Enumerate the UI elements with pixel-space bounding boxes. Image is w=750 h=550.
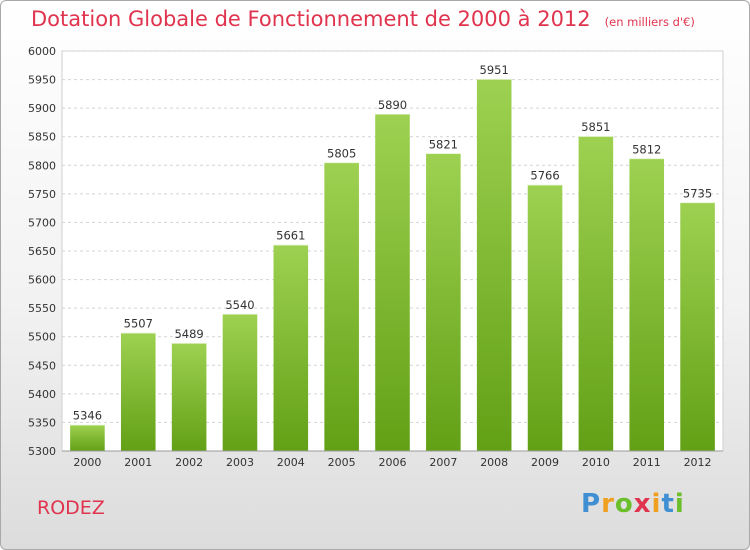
y-tick-label: 5300 bbox=[28, 445, 56, 458]
y-tick-label: 5800 bbox=[28, 159, 56, 172]
x-tick-label: 2007 bbox=[429, 456, 457, 469]
data-label: 5890 bbox=[378, 98, 407, 112]
data-label: 5735 bbox=[683, 186, 712, 200]
proxiti-logo[interactable]: Proxiti bbox=[581, 489, 685, 519]
bar[interactable] bbox=[527, 184, 563, 451]
chart-title: Dotation Globale de Fonctionnement de 20… bbox=[31, 7, 591, 31]
y-tick-label: 5400 bbox=[28, 388, 56, 401]
x-tick-label: 2009 bbox=[531, 456, 559, 469]
y-tick-label: 5650 bbox=[28, 245, 56, 258]
x-tick-label: 2011 bbox=[633, 456, 661, 469]
x-tick-label: 2010 bbox=[582, 456, 610, 469]
y-tick-label: 5750 bbox=[28, 188, 56, 201]
y-tick-label: 5600 bbox=[28, 274, 56, 287]
data-label: 5812 bbox=[632, 142, 661, 156]
bar[interactable] bbox=[273, 244, 309, 451]
data-label: 5346 bbox=[73, 409, 102, 423]
y-tick-label: 5500 bbox=[28, 331, 56, 344]
chart-subtitle: (en milliers d'€) bbox=[604, 15, 695, 29]
data-label: 5851 bbox=[581, 120, 610, 134]
x-tick-label: 2003 bbox=[226, 456, 254, 469]
bar[interactable] bbox=[70, 424, 105, 451]
data-label: 5540 bbox=[225, 298, 254, 312]
bar[interactable] bbox=[426, 153, 461, 452]
data-label: 5489 bbox=[174, 327, 203, 341]
bar[interactable] bbox=[222, 313, 258, 451]
bar[interactable] bbox=[629, 158, 665, 451]
bar[interactable] bbox=[120, 332, 156, 451]
data-label: 5951 bbox=[480, 63, 509, 77]
city-name: RODEZ bbox=[37, 497, 105, 519]
y-tick-label: 5850 bbox=[28, 131, 56, 144]
data-label: 5805 bbox=[327, 146, 356, 160]
data-label: 5821 bbox=[429, 137, 458, 151]
y-tick-label: 5550 bbox=[28, 302, 56, 315]
y-tick-label: 6000 bbox=[28, 45, 56, 58]
data-label: 5661 bbox=[276, 229, 305, 243]
x-tick-label: 2001 bbox=[124, 456, 152, 469]
chart-header: Dotation Globale de Fonctionnement de 20… bbox=[31, 7, 695, 31]
x-tick-label: 2002 bbox=[175, 456, 203, 469]
bar[interactable] bbox=[476, 79, 512, 451]
bar[interactable] bbox=[680, 202, 715, 451]
y-tick-label: 5950 bbox=[28, 74, 56, 87]
bar[interactable] bbox=[578, 136, 614, 451]
x-tick-label: 2006 bbox=[379, 456, 407, 469]
y-tick-label: 5900 bbox=[28, 102, 56, 115]
x-tick-label: 2012 bbox=[684, 456, 712, 469]
x-tick-label: 2004 bbox=[277, 456, 305, 469]
data-label: 5766 bbox=[530, 169, 559, 183]
bar[interactable] bbox=[375, 113, 410, 451]
x-tick-label: 2005 bbox=[328, 456, 356, 469]
y-tick-label: 5450 bbox=[28, 359, 56, 372]
x-tick-label: 2008 bbox=[480, 456, 508, 469]
data-label: 5507 bbox=[124, 317, 153, 331]
x-tick-label: 2000 bbox=[73, 456, 101, 469]
bar[interactable] bbox=[324, 162, 359, 451]
y-tick-label: 5350 bbox=[28, 416, 56, 429]
bar[interactable] bbox=[171, 343, 207, 451]
y-tick-label: 5700 bbox=[28, 216, 56, 229]
